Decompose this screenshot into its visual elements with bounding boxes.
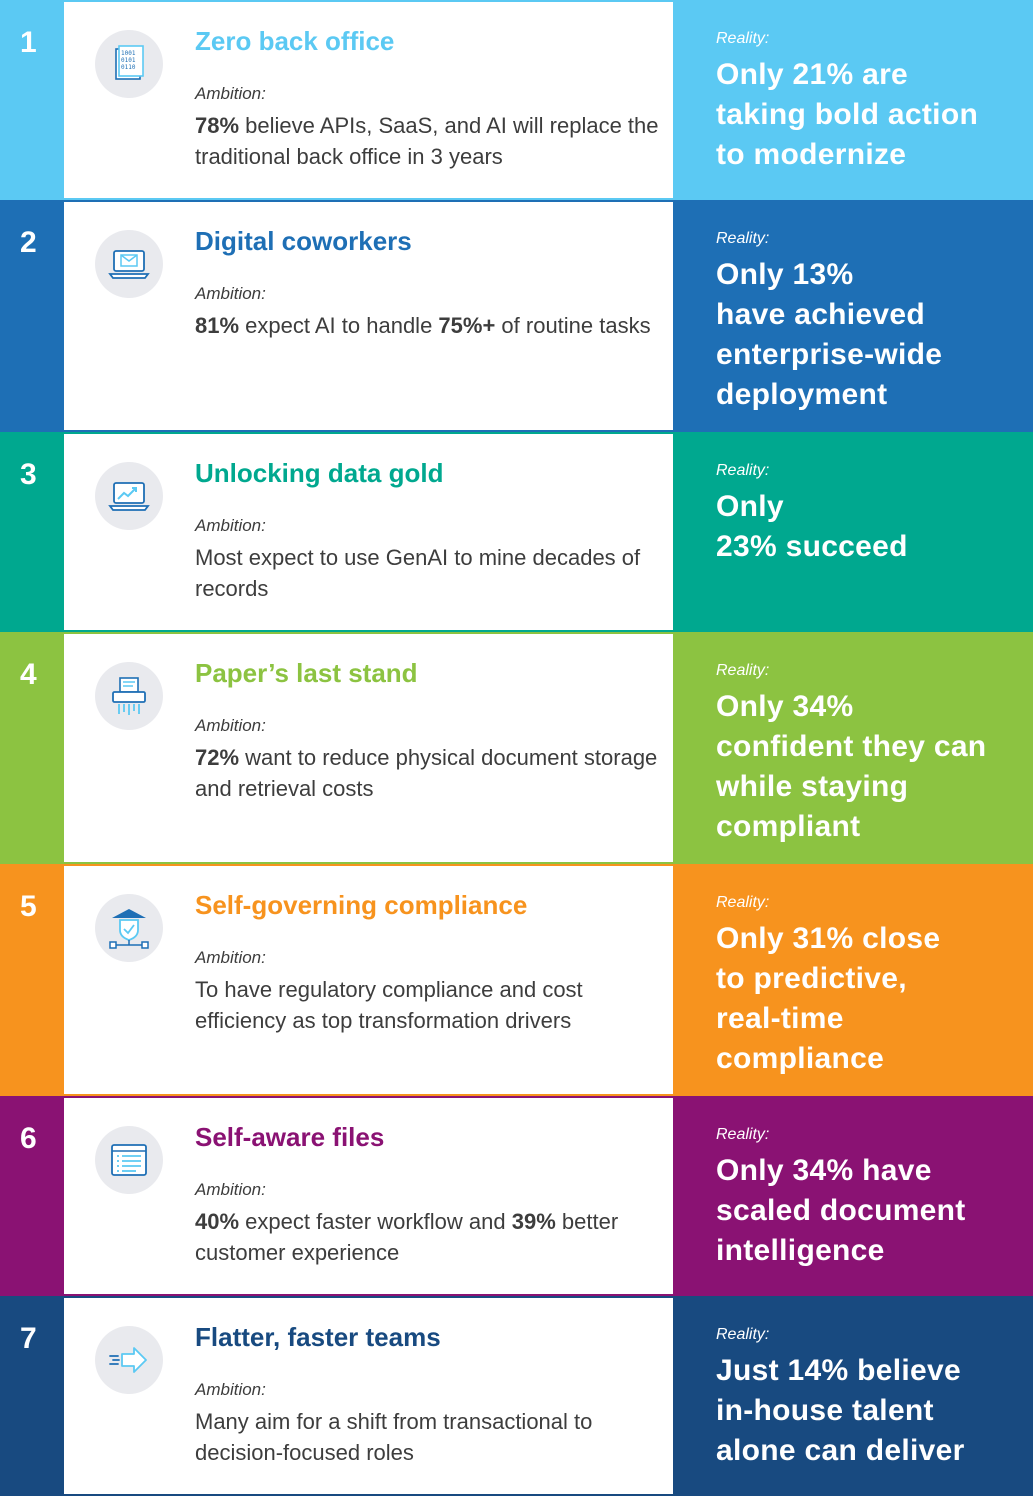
reality-text: Only 31% close to predictive, real-time com… [716, 922, 941, 1075]
ambition-panel: 1001 0101 0110 Zero back office Ambition: 78%… [64, 0, 673, 200]
row-title: Self-aware files [195, 1122, 385, 1152]
reality-label: Reality: [716, 1326, 770, 1343]
reality-panel: Reality: Only 23% succeed [673, 432, 1033, 632]
reality-text: Only 34% have scaled document intelligence [716, 1154, 966, 1267]
row-title: Flatter, faster teams [195, 1322, 441, 1352]
row-3: 3 Unlocking data gold Ambition: Most expect… [0, 432, 1033, 632]
ambition-text: To have regulatory compliance and cost e… [195, 977, 583, 1033]
reality-label: Reality: [716, 30, 770, 47]
ambition-panel: Unlocking data gold Ambition: Most expect … [64, 432, 673, 632]
reality-text: Just 14% believe in-house talent alone can… [716, 1354, 965, 1467]
reality-label: Reality: [716, 894, 770, 911]
reality-label: Reality: [716, 230, 770, 247]
svg-text:0101: 0101 [121, 57, 136, 64]
ambition-panel: Flatter, faster teams Ambition: Many aim f… [64, 1296, 673, 1496]
row-6: 6 Self-aware files Ambition: 40% expect fas… [0, 1096, 1033, 1296]
row-title: Zero back office [195, 26, 395, 56]
row-number: 2 [0, 200, 64, 432]
reality-panel: Reality: Only 34% confident they can while … [673, 632, 1033, 864]
ambition-panel: Digital coworkers Ambition: 81% expect AI … [64, 200, 673, 432]
reality-panel: Reality: Only 31% close to predictive, real… [673, 864, 1033, 1096]
ambition-text: 40% expect faster workflow and 39% bette… [195, 1209, 619, 1265]
binary-document-icon: 1001 0101 0110 [95, 30, 163, 98]
reality-label: Reality: [716, 462, 770, 479]
reality-label: Reality: [716, 662, 770, 679]
ambition-text: Many aim for a shift from transactional … [195, 1409, 593, 1465]
ambition-label: Ambition: [195, 1180, 266, 1199]
reality-text: Only 21% are taking bold action to moderni… [716, 58, 979, 171]
fast-arrow-icon [95, 1326, 163, 1394]
ambition-label: Ambition: [195, 84, 266, 103]
row-title: Self-governing compliance [195, 890, 528, 920]
row-number: 7 [0, 1296, 64, 1496]
ambition-label: Ambition: [195, 716, 266, 735]
row-title: Paper’s last stand [195, 658, 418, 688]
row-title: Digital coworkers [195, 226, 412, 256]
checklist-window-icon [95, 1126, 163, 1194]
laptop-chart-icon [95, 462, 163, 530]
svg-text:1001: 1001 [121, 50, 136, 57]
row-1: 1 1001 0101 0110 Zero back office Ambition: 78… [0, 0, 1033, 200]
ambition-panel: Self-aware files Ambition: 40% expect fast… [64, 1096, 673, 1296]
row-5: 5 Self-governing compliance Ambition: To ha… [0, 864, 1033, 1096]
row-4: 4 Paper’s last stand Ambition: 72% want to … [0, 632, 1033, 864]
reality-label: Reality: [716, 1126, 770, 1143]
ambition-panel: Self-governing compliance Ambition: To hav… [64, 864, 673, 1096]
ambition-label: Ambition: [195, 948, 266, 967]
reality-panel: Reality: Only 21% are taking bold action to… [673, 0, 1033, 200]
row-7: 7 Flatter, faster teams Ambition: Many aim … [0, 1296, 1033, 1496]
shield-network-icon [95, 894, 163, 962]
laptop-mail-icon [95, 230, 163, 298]
ambition-text: 81% expect AI to handle 75%+ of routine … [195, 313, 651, 338]
row-title: Unlocking data gold [195, 458, 444, 488]
shredder-icon [95, 662, 163, 730]
svg-text:0110: 0110 [121, 64, 136, 71]
row-number: 1 [0, 0, 64, 200]
reality-text: Only 23% succeed [716, 490, 908, 563]
row-2: 2 Digital coworkers Ambition: 81% expect AI… [0, 200, 1033, 432]
row-number: 5 [0, 864, 64, 1096]
ambition-panel: Paper’s last stand Ambition: 72% want to r… [64, 632, 673, 864]
ambition-text: 72% want to reduce physical document sto… [195, 745, 658, 801]
ambition-label: Ambition: [195, 1380, 266, 1399]
ambition-label: Ambition: [195, 516, 266, 535]
ambition-text: Most expect to use GenAI to mine decades… [195, 545, 641, 601]
row-number: 4 [0, 632, 64, 864]
row-number: 3 [0, 432, 64, 632]
reality-panel: Reality: Only 13% have achieved enterprise-… [673, 200, 1033, 432]
reality-text: Only 34% confident they can while staying c… [716, 690, 987, 843]
ambition-text: 78% believe APIs, SaaS, and AI will repl… [195, 113, 659, 169]
ambition-label: Ambition: [195, 284, 266, 303]
reality-panel: Reality: Only 34% have scaled document inte… [673, 1096, 1033, 1296]
row-number: 6 [0, 1096, 64, 1296]
reality-text: Only 13% have achieved enterprise-wide depl… [716, 258, 943, 411]
reality-panel: Reality: Just 14% believe in-house talent a… [673, 1296, 1033, 1496]
